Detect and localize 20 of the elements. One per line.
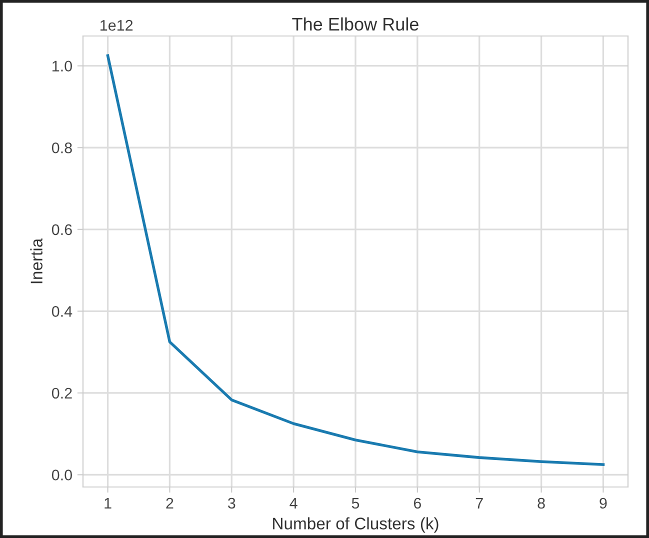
- x-axis-title: Number of Clusters (k): [273, 517, 438, 533]
- x-tick-label: 8: [538, 498, 545, 509]
- y-tick-label: 0.6: [52, 224, 72, 236]
- text: 1e12: [100, 20, 133, 31]
- y-axis-title: Inertia: [30, 238, 42, 284]
- y-tick-label: 0.0: [52, 470, 72, 480]
- y-tick-label: 1.0: [52, 60, 72, 72]
- y-tick-label: 0.2: [52, 388, 72, 399]
- x-tick-label: 7: [476, 498, 483, 508]
- y-tick-label: 0.4: [52, 306, 72, 317]
- x-tick-label: 2: [166, 498, 174, 508]
- x-tick-label: 6: [414, 498, 422, 509]
- x-tick-label: 1: [104, 498, 112, 508]
- chart-title: The Elbow Rule: [292, 17, 418, 31]
- x-tick-label: 9: [600, 498, 607, 509]
- x-tick-label: 3: [228, 498, 236, 509]
- y-tick-label: 0.8: [52, 142, 72, 154]
- x-tick-label: 4: [290, 498, 298, 508]
- x-tick-label: 5: [352, 498, 360, 509]
- line-series: [106, 54, 605, 466]
